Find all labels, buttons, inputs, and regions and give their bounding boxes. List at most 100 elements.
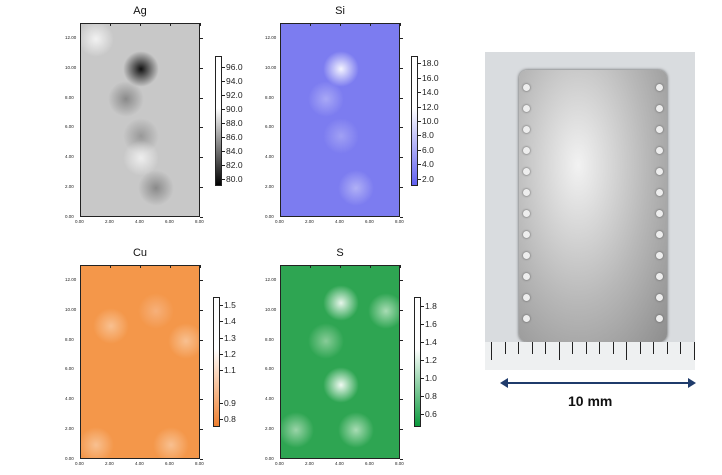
ruler-tick xyxy=(518,342,519,354)
colorbar-tick xyxy=(418,121,421,122)
colorbar-tick xyxy=(421,395,424,397)
y-tick-label: 6.00 xyxy=(265,366,274,372)
coin-border-dot xyxy=(656,105,663,112)
x-tick-mark xyxy=(170,265,171,268)
colorbar-label: 92.0 xyxy=(226,89,243,100)
colorbar-label: 88.0 xyxy=(226,117,243,128)
colorbar-label: 2.0 xyxy=(422,173,434,184)
coin-border-dot xyxy=(523,315,530,322)
colorbar-label: 84.0 xyxy=(226,145,243,156)
chart-title: S xyxy=(336,247,344,259)
y-tick-label: 2.00 xyxy=(65,184,74,190)
x-tick-mark xyxy=(170,23,171,26)
heatmap-hotspot xyxy=(323,285,359,322)
heatmap-hotspot xyxy=(123,140,159,177)
y-tick-label: 12.00 xyxy=(265,34,277,40)
y-tick-mark xyxy=(200,429,203,431)
colorbar-label: 0.8 xyxy=(224,413,236,424)
x-tick-mark xyxy=(110,23,111,26)
y-tick-mark xyxy=(200,369,203,371)
ruler-tick xyxy=(491,342,492,360)
x-tick-label: 6.00 xyxy=(165,219,174,224)
heatmap-hotspot xyxy=(308,80,344,117)
y-tick-mark xyxy=(200,279,203,281)
y-tick-mark xyxy=(400,459,403,460)
colorbar-label: 18.0 xyxy=(422,58,439,69)
colorbar-tick xyxy=(418,164,421,166)
colorbar xyxy=(411,56,418,186)
colorbar-label: 1.1 xyxy=(224,365,236,376)
colorbar-tick xyxy=(222,136,225,138)
colorbar-label: 1.2 xyxy=(425,354,437,365)
x-tick-label: 4.00 xyxy=(135,219,144,224)
colorbar-label: 1.6 xyxy=(425,318,437,329)
heatmap-hotspot xyxy=(368,292,399,329)
coin-border-dot xyxy=(523,210,530,217)
heatmap-plot xyxy=(280,23,400,217)
y-tick-label: 4.00 xyxy=(265,396,274,402)
ruler-tick xyxy=(531,342,533,354)
y-tick-mark xyxy=(400,187,403,189)
colorbar-label: 6.0 xyxy=(422,144,434,155)
coin-border-dot xyxy=(523,105,530,112)
coin-border-dot xyxy=(656,315,663,322)
ruler-tick xyxy=(680,342,681,354)
y-tick-mark xyxy=(400,157,403,159)
y-tick-label: 10.00 xyxy=(65,306,77,312)
y-tick-mark xyxy=(200,157,203,159)
y-tick-mark xyxy=(400,429,403,431)
x-tick-mark xyxy=(80,23,81,26)
colorbar-label: 96.0 xyxy=(226,61,243,72)
ruler xyxy=(485,342,695,370)
heatmap-hotspot xyxy=(323,367,359,404)
colorbar-tick xyxy=(421,377,424,379)
y-tick-mark xyxy=(200,37,203,39)
x-tick-mark xyxy=(400,23,401,26)
x-tick-label: 8.00 xyxy=(395,461,404,466)
colorbar-tick xyxy=(220,305,223,307)
y-tick-label: 8.00 xyxy=(265,94,274,100)
colorbar-tick xyxy=(418,149,421,151)
x-tick-label: 0.00 xyxy=(75,219,84,224)
coin-border-dot xyxy=(656,231,663,238)
heatmap-plot xyxy=(80,23,200,217)
y-tick-label: 10.00 xyxy=(265,64,277,70)
y-tick-label: 8.00 xyxy=(65,94,74,100)
x-tick-mark xyxy=(310,23,311,26)
ruler-tick xyxy=(545,342,546,354)
heatmap-hotspot xyxy=(338,170,374,207)
coin-border-dot xyxy=(656,210,663,217)
colorbar-tick xyxy=(222,94,225,96)
coin-border-dot xyxy=(523,252,530,259)
colorbar-label: 12.0 xyxy=(422,101,439,112)
y-tick-label: 0.00 xyxy=(265,214,274,219)
colorbar-tick xyxy=(418,178,421,180)
silver-coin xyxy=(519,70,667,342)
colorbar-tick xyxy=(421,305,424,307)
y-tick-mark xyxy=(400,97,403,99)
y-tick-mark xyxy=(200,127,203,129)
coin-border-dot xyxy=(656,84,663,91)
ruler-tick xyxy=(693,342,695,360)
colorbar-label: 4.0 xyxy=(422,159,434,170)
ruler-tick xyxy=(612,342,614,354)
y-tick-label: 12.00 xyxy=(65,276,77,282)
heatmap-hotspot xyxy=(138,170,174,207)
colorbar-label: 1.4 xyxy=(425,336,437,347)
x-tick-label: 2.00 xyxy=(305,219,314,224)
coin-border-dot xyxy=(523,147,530,154)
y-tick-mark xyxy=(400,339,403,341)
colorbar-label: 94.0 xyxy=(226,75,243,86)
coin-border-dot xyxy=(523,168,530,175)
colorbar-label: 10.0 xyxy=(422,116,439,126)
x-tick-mark xyxy=(140,265,141,268)
y-tick-mark xyxy=(200,217,203,218)
colorbar-label: 8.0 xyxy=(422,130,434,141)
x-tick-mark xyxy=(400,265,401,268)
y-tick-label: 0.00 xyxy=(265,456,274,461)
colorbar-tick xyxy=(421,359,424,361)
colorbar-tick xyxy=(222,178,225,180)
y-tick-label: 4.00 xyxy=(265,154,274,160)
colorbar-tick xyxy=(418,92,421,94)
x-tick-mark xyxy=(280,23,281,26)
